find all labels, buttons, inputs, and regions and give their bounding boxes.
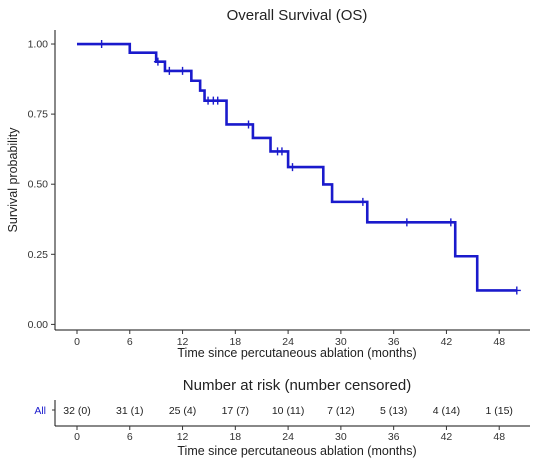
- survival-series: [76, 42, 517, 292]
- censor-mark: [213, 96, 222, 105]
- censor-mark: [402, 218, 411, 227]
- risk-x-tick-label: 0: [74, 431, 80, 443]
- risk-x-tick-label: 36: [388, 431, 400, 443]
- x-tick-label: 48: [493, 336, 505, 348]
- risk-x-tick-label: 18: [229, 431, 241, 443]
- risk-x-tick-label: 24: [282, 431, 294, 443]
- risk-cell: 31 (1): [116, 405, 143, 417]
- y-tick-label: 1.00: [28, 39, 49, 51]
- y-tick-label: 0.75: [28, 109, 49, 121]
- y-axis-label: Survival probability: [6, 127, 20, 233]
- x-tick-label: 36: [388, 336, 400, 348]
- main-axes: [51, 30, 530, 334]
- risk-table: 32 (0) 31 (1) 25 (4) 17 (7) 10 (11) 7 (12) 5 (…: [52, 400, 530, 443]
- risk-table-row-label: All: [34, 405, 46, 417]
- x-tick-label: 18: [229, 336, 241, 348]
- survival-plot-area: 0.00 0.25 0.50 0.75 1.00 0 6 12 18 24 30 36 42 48: [28, 30, 530, 348]
- censor-mark: [288, 163, 297, 172]
- censor-marks: [97, 40, 521, 295]
- y-tick-label: 0.25: [28, 249, 49, 261]
- risk-x-tick-label: 48: [493, 431, 505, 443]
- y-tick-label: 0.50: [28, 179, 49, 191]
- risk-cell: 25 (4): [169, 405, 196, 417]
- x-tick-label: 24: [282, 336, 294, 348]
- risk-cell: 17 (7): [222, 405, 249, 417]
- censor-mark: [512, 286, 521, 295]
- risk-tick-labels: 0 6 12 18 24 30 36 42 48: [74, 431, 505, 443]
- x-tick-label: 12: [177, 336, 189, 348]
- censor-mark: [153, 57, 162, 66]
- risk-cells: 32 (0) 31 (1) 25 (4) 17 (7) 10 (11) 7 (12) 5 (…: [63, 405, 513, 417]
- risk-x-tick-label: 6: [127, 431, 133, 443]
- risk-table-title: Number at risk (number censored): [183, 377, 411, 394]
- x-tick-label: 30: [335, 336, 347, 348]
- risk-cell: 7 (12): [327, 405, 354, 417]
- censor-mark: [165, 66, 174, 75]
- x-tick-label: 0: [74, 336, 80, 348]
- censor-mark: [446, 218, 455, 227]
- chart-title: Overall Survival (OS): [227, 7, 368, 24]
- risk-x-tick-label: 12: [177, 431, 189, 443]
- x-tick-label: 6: [127, 336, 133, 348]
- survival-curve: [76, 42, 517, 292]
- y-tick-label: 0.00: [28, 319, 49, 331]
- risk-cell: 5 (13): [380, 405, 407, 417]
- risk-x-tick-label: 30: [335, 431, 347, 443]
- censor-mark: [178, 66, 187, 75]
- risk-cell: 4 (14): [433, 405, 460, 417]
- risk-cell: 1 (15): [485, 405, 512, 417]
- x-tick-label: 42: [441, 336, 453, 348]
- censor-mark: [277, 147, 286, 156]
- main-tick-labels: 0.00 0.25 0.50 0.75 1.00 0 6 12 18 24 30 36 42 48: [28, 39, 506, 348]
- risk-x-axis-label: Time since percutaneous ablation (months…: [177, 444, 416, 458]
- censor-mark: [358, 197, 367, 206]
- risk-cell: 10 (11): [272, 405, 305, 417]
- x-axis-label: Time since percutaneous ablation (months…: [177, 346, 416, 360]
- censor-mark: [97, 40, 106, 49]
- risk-cell: 32 (0): [63, 405, 90, 417]
- censor-mark: [244, 120, 253, 129]
- risk-axes: [52, 400, 530, 430]
- risk-x-tick-label: 42: [441, 431, 453, 443]
